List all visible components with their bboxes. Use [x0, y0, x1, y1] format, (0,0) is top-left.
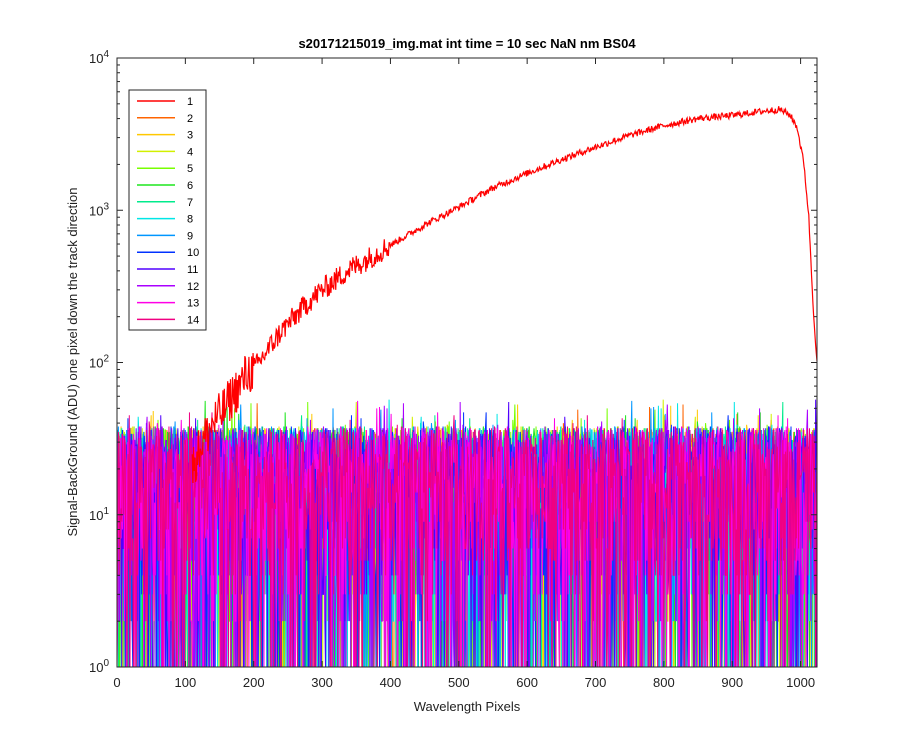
x-tick-label: 300 [311, 675, 333, 690]
legend-box [128, 89, 207, 331]
legend-label-5: 5 [187, 163, 193, 175]
legend-label-6: 6 [187, 180, 193, 192]
x-tick-label: 500 [448, 675, 470, 690]
legend-label-2: 2 [187, 113, 193, 125]
series-line-13 [117, 400, 817, 667]
x-tick-label: 100 [175, 675, 197, 690]
legend-label-8: 8 [187, 214, 193, 226]
legend-label-1: 1 [187, 96, 193, 108]
legend-label-4: 4 [187, 146, 193, 158]
legend-label-3: 3 [187, 130, 193, 142]
chart-title: s20171215019_img.mat int time = 10 sec N… [298, 36, 636, 51]
legend-label-7: 7 [187, 197, 193, 209]
legend-label-14: 14 [187, 314, 199, 326]
x-axis-label: Wavelength Pixels [414, 699, 521, 714]
y-tick-label: 104 [89, 49, 109, 66]
x-tick-label: 1000 [786, 675, 815, 690]
y-tick-label: 102 [89, 354, 109, 371]
x-tick-label: 0 [113, 675, 120, 690]
y-tick-label: 103 [89, 201, 109, 218]
ticks-layer: 0 100 200 300 400 500 600 700 800 900 100010010110… [89, 49, 817, 690]
legend-label-9: 9 [187, 230, 193, 242]
x-tick-label: 800 [653, 675, 675, 690]
legend-label-12: 12 [187, 281, 199, 293]
x-tick-label: 400 [380, 675, 402, 690]
x-tick-label: 200 [243, 675, 265, 690]
x-tick-label: 900 [721, 675, 743, 690]
y-axis-label: Signal-BackGround (ADU) one pixel down t… [65, 187, 80, 536]
series-line-14 [117, 412, 817, 667]
legend-label-11: 11 [187, 264, 198, 276]
y-tick-label: 101 [89, 506, 109, 523]
x-tick-label: 600 [516, 675, 538, 690]
x-tick-label: 700 [585, 675, 607, 690]
series-layer [117, 106, 817, 667]
legend-label-13: 13 [187, 298, 199, 310]
series-line-1 [191, 106, 817, 483]
y-tick-label: 100 [89, 658, 109, 675]
legend-label-10: 10 [187, 247, 199, 259]
